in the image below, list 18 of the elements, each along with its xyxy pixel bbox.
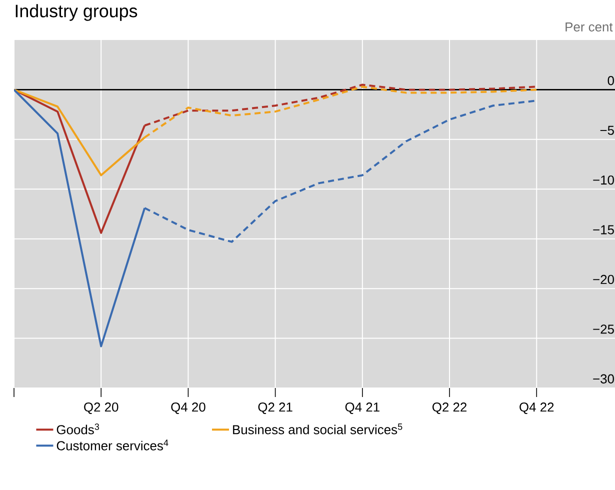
y-tick-label: −15 <box>593 225 614 234</box>
legend-label: Goods$^{3}$ <box>56 424 100 434</box>
legend-label: Business and social services$^{5}$ <box>233 424 402 434</box>
y-tick-label: −20 <box>593 274 614 284</box>
x-tick-label: Q2 20 <box>84 402 118 414</box>
x-tick-label: Q2 22 <box>432 402 466 414</box>
x-tick-label: Q4 21 <box>345 402 380 414</box>
y-tick-label: −25 <box>593 324 614 334</box>
x-tick-label: Q4 20 <box>171 402 206 414</box>
x-tick-label: Q4 22 <box>520 402 554 414</box>
x-tick-label: Q2 21 <box>258 402 292 414</box>
y-axis-title: Per cent <box>566 22 613 32</box>
chart-title: Industry groups <box>16 4 138 21</box>
legend-label: Customer services$^{4}$ <box>56 440 168 450</box>
y-tick-label: −30 <box>593 374 614 384</box>
y-tick-label: −10 <box>593 175 614 185</box>
y-tick-label: 0 <box>608 76 614 86</box>
y-tick-label: −5 <box>600 126 614 135</box>
